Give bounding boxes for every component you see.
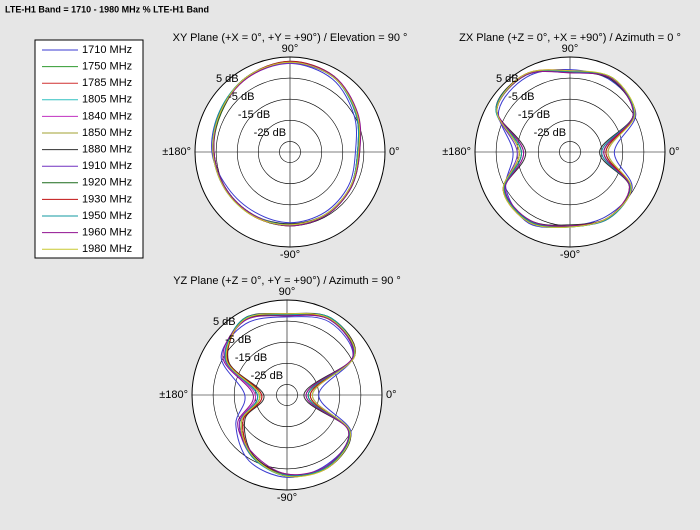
legend-label: 1910 MHz [82,160,132,172]
angle-tick-label: -90° [560,249,580,261]
angle-tick-label: 90° [282,43,299,55]
angle-tick-label: 90° [279,286,296,298]
angle-tick-label: ±180° [162,146,191,158]
radial-tick-label: -25 dB [254,127,286,139]
angle-tick-label: 0° [386,389,397,401]
pattern-line [220,316,354,478]
angle-tick-label: 0° [669,146,680,158]
radial-tick-label: -15 dB [238,109,270,121]
legend-label: 1750 MHz [82,61,132,73]
chart-title: YZ Plane (+Z = 0°, +Y = +90°) / Azimuth … [173,275,401,287]
radial-tick-label: 5 dB [213,316,236,328]
radial-tick-label: -5 dB [508,91,534,103]
angle-tick-label: -90° [277,492,297,504]
radial-tick-label: -5 dB [225,334,251,346]
angle-tick-label: 0° [389,146,400,158]
legend-label: 1805 MHz [82,94,132,106]
pattern-line [496,69,636,228]
legend-label: 1920 MHz [82,177,132,189]
legend-label: 1930 MHz [82,193,132,205]
pattern-line [498,69,637,228]
pattern-line [225,313,356,478]
radial-tick-label: -25 dB [251,370,283,382]
angle-tick-label: 90° [562,43,579,55]
legend-label: 1850 MHz [82,127,132,139]
angle-tick-label: ±180° [442,146,471,158]
pattern-line [213,61,362,227]
pattern-line [224,313,355,477]
chart-title: XY Plane (+X = 0°, +Y = +90°) / Elevatio… [173,32,408,44]
chart-title: ZX Plane (+Z = 0°, +X = +90°) / Azimuth … [459,32,681,44]
legend-label: 1840 MHz [82,110,132,122]
angle-tick-label: ±180° [159,389,188,401]
pattern-line [211,62,358,224]
radial-tick-label: -15 dB [235,352,267,364]
pattern-line [212,61,361,226]
legend-box [34,39,144,259]
legend-label: 1785 MHz [82,77,132,89]
legend-label: 1880 MHz [82,144,132,156]
legend-label: 1960 MHz [82,227,132,239]
legend-label: 1710 MHz [82,44,132,56]
radial-tick-label: 5 dB [216,73,239,85]
radial-tick-label: -25 dB [534,127,566,139]
radial-tick-label: -5 dB [228,91,254,103]
angle-tick-label: -90° [280,249,300,261]
page-title: LTE-H1 Band = 1710 - 1980 MHz % LTE-H1 B… [5,4,209,14]
radial-tick-label: 5 dB [496,73,519,85]
radial-tick-label: -15 dB [518,109,550,121]
legend-label: 1950 MHz [82,210,132,222]
pattern-line [222,314,354,476]
legend-label: 1980 MHz [82,243,132,255]
